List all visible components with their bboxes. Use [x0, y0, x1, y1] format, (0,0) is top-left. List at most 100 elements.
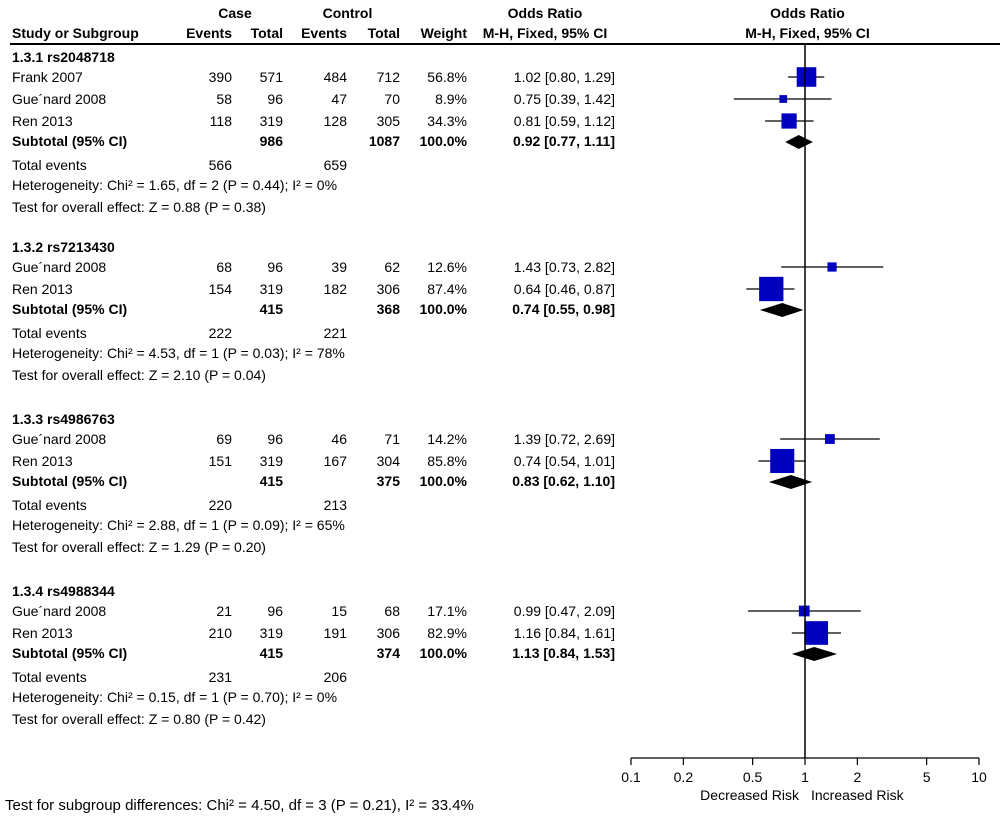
- header-rule: [10, 43, 1000, 45]
- subtotal-odds-ratio: 0.83 [0.62, 1.10]: [512, 473, 615, 489]
- odds-ratio-cell: 1.02 [0.80, 1.29]: [513, 69, 615, 85]
- weight-cell: 8.9%: [435, 91, 467, 107]
- or-method-header: M-H, Fixed, 95% CI: [482, 25, 608, 41]
- subtotal-case-total: 415: [259, 301, 283, 317]
- control-events-header: Events: [301, 25, 347, 41]
- overall-effect-text: Test for overall effect: Z = 0.80 (P = 0…: [12, 711, 266, 727]
- odds-ratio-header: Odds Ratio: [507, 5, 583, 21]
- control-total-cell: 306: [376, 625, 400, 641]
- weight-cell: 56.8%: [427, 69, 467, 85]
- control-total-cell: 68: [384, 603, 400, 619]
- case-events-cell: 390: [208, 69, 232, 85]
- total-events-control: 659: [323, 157, 347, 173]
- study-name: Gue´nard 2008: [12, 431, 107, 447]
- case-total-cell: 319: [259, 281, 283, 297]
- subtotal-weight: 100.0%: [419, 301, 467, 317]
- control-total-cell: 712: [376, 69, 400, 85]
- subtotal-label: Subtotal (95% CI): [12, 133, 128, 149]
- study-name: Gue´nard 2008: [12, 259, 107, 275]
- control-events-cell: 167: [323, 453, 347, 469]
- subtotal-case-total: 986: [259, 133, 283, 149]
- study-name: Ren 2013: [12, 453, 73, 469]
- study-weight-marker: [779, 95, 788, 103]
- total-events-control: 221: [323, 325, 347, 341]
- weight-cell: 34.3%: [427, 113, 467, 129]
- case-total-cell: 319: [259, 453, 283, 469]
- weight-header: Weight: [420, 25, 467, 41]
- case-events-cell: 58: [216, 91, 232, 107]
- odds-ratio-cell: 0.74 [0.54, 1.01]: [513, 453, 615, 469]
- heterogeneity-text: Heterogeneity: Chi² = 1.65, df = 2 (P = …: [12, 177, 338, 193]
- heterogeneity-text: Heterogeneity: Chi² = 0.15, df = 1 (P = …: [12, 689, 338, 705]
- study-weight-marker: [824, 434, 835, 444]
- case-events-cell: 210: [208, 625, 232, 641]
- total-events-case: 231: [208, 669, 232, 685]
- odds-ratio-cell: 1.16 [0.84, 1.61]: [513, 625, 615, 641]
- subtotal-odds-ratio: 0.92 [0.77, 1.11]: [513, 133, 615, 149]
- case-events-cell: 21: [216, 603, 232, 619]
- subgroup-title: 1.3.3 rs4986763: [12, 411, 115, 427]
- x-tick-label: 1: [801, 769, 809, 785]
- study-column-header: Study or Subgroup: [12, 25, 139, 41]
- weight-cell: 12.6%: [427, 259, 467, 275]
- x-tick-label: 0.1: [621, 769, 641, 785]
- total-events-case: 566: [208, 157, 232, 173]
- increased-risk-label: Increased Risk: [811, 787, 905, 803]
- subtotal-label: Subtotal (95% CI): [12, 301, 128, 317]
- study-weight-marker: [781, 113, 797, 129]
- case-events-cell: 68: [216, 259, 232, 275]
- control-total-cell: 62: [384, 259, 400, 275]
- study-name: Ren 2013: [12, 625, 73, 641]
- control-events-cell: 39: [331, 259, 347, 275]
- weight-cell: 87.4%: [427, 281, 467, 297]
- subtotal-control-total: 1087: [368, 133, 400, 149]
- plot-odds-ratio-header: Odds Ratio: [770, 5, 845, 21]
- case-events-cell: 118: [209, 113, 232, 129]
- case-total-cell: 96: [267, 603, 283, 619]
- subgroup-title: 1.3.2 rs7213430: [12, 239, 115, 255]
- x-tick-label: 0.5: [743, 769, 763, 785]
- odds-ratio-cell: 0.81 [0.59, 1.12]: [513, 113, 615, 129]
- study-weight-marker: [827, 262, 837, 272]
- case-total-header: Total: [250, 25, 283, 41]
- overall-effect-text: Test for overall effect: Z = 2.10 (P = 0…: [12, 367, 266, 383]
- control-total-cell: 305: [376, 113, 400, 129]
- odds-ratio-cell: 0.99 [0.47, 2.09]: [513, 603, 615, 619]
- overall-effect-text: Test for overall effect: Z = 0.88 (P = 0…: [12, 199, 266, 215]
- x-tick-label: 10: [971, 769, 987, 785]
- plot-method-header: M-H, Fixed, 95% CI: [745, 25, 870, 41]
- study-name: Frank 2007: [12, 69, 83, 85]
- decreased-risk-label: Decreased Risk: [700, 787, 800, 803]
- total-events-case: 222: [208, 325, 232, 341]
- control-events-cell: 191: [323, 625, 347, 641]
- odds-ratio-cell: 1.43 [0.73, 2.82]: [513, 259, 615, 275]
- weight-cell: 14.2%: [427, 431, 467, 447]
- case-group-header: Case: [218, 5, 252, 21]
- total-events-label: Total events: [12, 669, 87, 685]
- case-events-header: Events: [186, 25, 232, 41]
- subtotal-control-total: 368: [376, 301, 400, 317]
- heterogeneity-text: Heterogeneity: Chi² = 4.53, df = 1 (P = …: [12, 345, 345, 361]
- weight-cell: 82.9%: [427, 625, 467, 641]
- control-events-cell: 46: [331, 431, 347, 447]
- control-total-cell: 71: [384, 431, 400, 447]
- control-events-cell: 128: [323, 113, 347, 129]
- subtotal-odds-ratio: 0.74 [0.55, 0.98]: [512, 301, 615, 317]
- study-weight-marker: [796, 67, 817, 87]
- study-weight-marker: [798, 605, 810, 617]
- weight-cell: 85.8%: [427, 453, 467, 469]
- subtotal-diamond: [759, 303, 804, 317]
- control-total-cell: 306: [376, 281, 400, 297]
- study-name: Ren 2013: [12, 281, 73, 297]
- overall-effect-text: Test for overall effect: Z = 1.29 (P = 0…: [12, 539, 266, 555]
- odds-ratio-cell: 1.39 [0.72, 2.69]: [513, 431, 615, 447]
- case-total-cell: 96: [267, 431, 283, 447]
- control-group-header: Control: [322, 5, 373, 21]
- study-name: Ren 2013: [12, 113, 73, 129]
- subtotal-case-total: 415: [259, 645, 283, 661]
- subtotal-case-total: 415: [259, 473, 283, 489]
- case-total-cell: 571: [259, 69, 283, 85]
- total-events-control: 206: [323, 669, 347, 685]
